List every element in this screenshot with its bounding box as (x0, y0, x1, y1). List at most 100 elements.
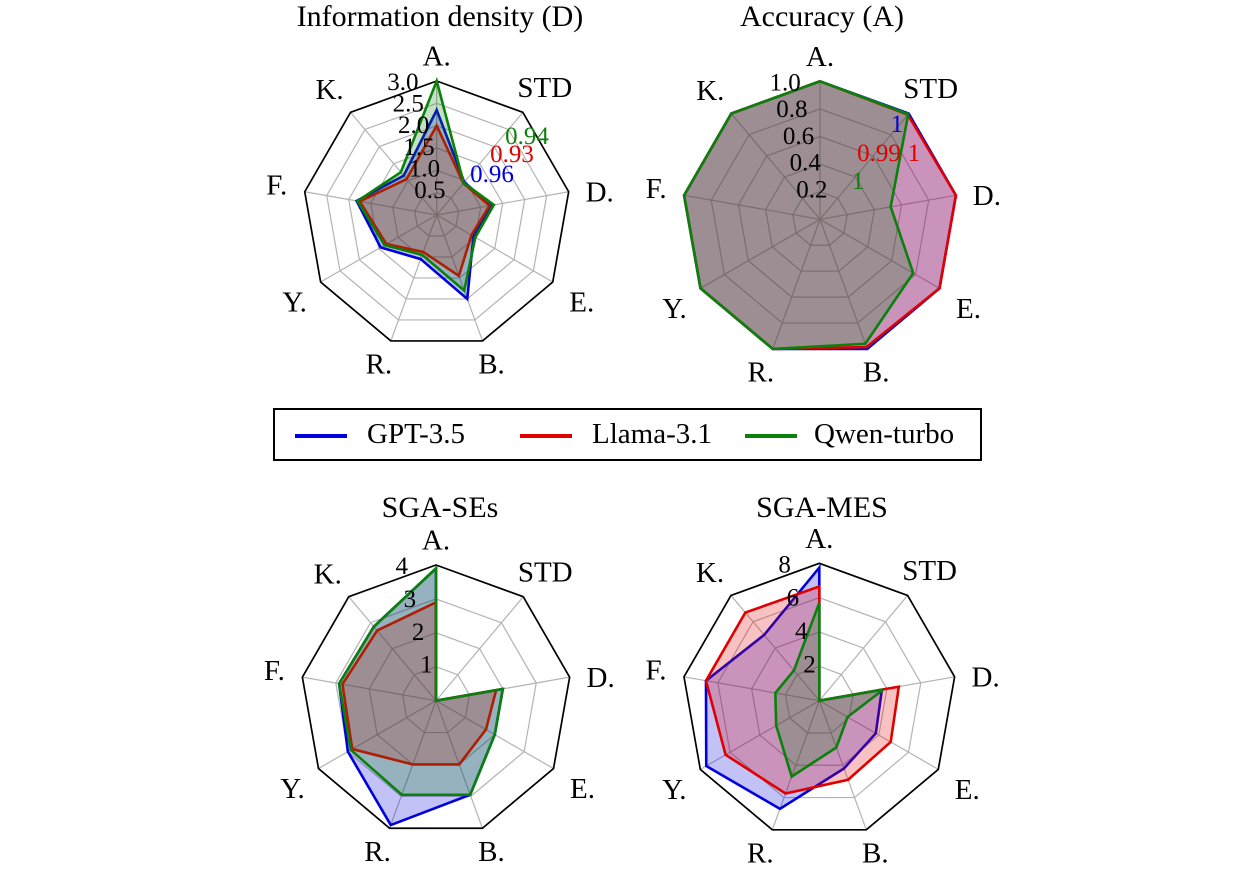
tick-label: 4 (795, 618, 808, 645)
axis-label-std: STD (903, 73, 958, 105)
axis-label-e: E. (570, 773, 595, 805)
chart-title: Accuracy (A) (739, 0, 905, 33)
axis-label-b: B. (478, 349, 505, 381)
axis-label-a: A. (423, 41, 451, 73)
axis-label-a: A. (806, 41, 834, 73)
tick-label: 1.5 (403, 134, 434, 161)
radar-chart-accuracy: Accuracy (A) A. STD D. E. B. R. Y. F. K. 0.2 0.4 0.… (612, 0, 1032, 420)
legend-label-llama-3.1: Llama-3.1 (592, 417, 712, 450)
legend-label-gpt-3.5: GPT-3.5 (367, 417, 466, 450)
grid-ring (401, 666, 471, 734)
legend-swatch-llama-3.1 (520, 434, 572, 438)
value-annotation: 0.93 (490, 141, 534, 168)
value-annotation: 0.96 (470, 161, 514, 188)
grid-spoke (683, 194, 821, 220)
tick-label: 0.8 (776, 96, 807, 123)
axis-label-k: K. (696, 75, 724, 107)
axis-label-d: D. (972, 661, 1000, 693)
radar-chart-information-density: Information density (D) A. STD D. E. B. R. Y. F… (230, 0, 650, 420)
value-annotation: 1 (907, 140, 921, 167)
axis-label-d: D. (973, 180, 1001, 212)
grid-ring (765, 163, 875, 272)
tick-label: 2.0 (398, 112, 429, 139)
axis-label-f: F. (264, 655, 285, 687)
tick-label: 6 (787, 585, 800, 612)
radar-chart-sga-ses: SGA-SEs A. STD D. E. B. R. Y. F. K. 1 2 3 4 (230, 487, 650, 875)
grid-ring (737, 135, 903, 298)
tick-label: 1 (420, 652, 433, 679)
axis-label-k: K. (696, 557, 724, 589)
axis-label-f: F. (646, 173, 667, 205)
radar-svg-accuracy: A. STD D. E. B. R. Y. F. K. 0.20.40.60.81.0 (646, 41, 1001, 389)
axis-label-d: D. (587, 662, 615, 694)
radar-svg-information-density: A. STD D. E. B. R. Y. F. K. 0.51.01.52.02.53.0 (266, 41, 614, 381)
axis-label-r: R. (364, 836, 391, 868)
axis-label-y: Y. (662, 774, 686, 806)
axis-label-r: R. (748, 357, 775, 389)
series-polygon-qwen-turbo (774, 602, 885, 779)
tick-label: 4 (395, 553, 408, 580)
grid-spoke (772, 219, 821, 350)
chart-title: SGA-SEs (381, 491, 499, 524)
axis-label-std: STD (517, 72, 572, 104)
tick-label: 2 (803, 651, 816, 678)
tick-label: 8 (778, 551, 791, 578)
axis-label-b: B. (862, 837, 889, 869)
axis-label-y: Y. (280, 773, 304, 805)
axis-label-b: B. (478, 836, 505, 868)
legend: GPT-3.5 Llama-3.1 Qwen-turbo (273, 408, 982, 461)
series-polygon-llama-3.1 (357, 122, 492, 278)
grid-ring (326, 102, 548, 321)
axis-label-std: STD (518, 556, 573, 588)
axis-label-f: F. (266, 169, 287, 201)
axis-label-r: R. (366, 349, 393, 381)
series-polygon-qwen-turbo (355, 76, 496, 293)
value-annotation: 1 (851, 168, 865, 195)
outer-boundary (303, 80, 570, 342)
axis-label-k: K. (315, 74, 343, 106)
axis-label-d: D. (586, 176, 614, 208)
axis-label-std: STD (902, 555, 957, 587)
value-annotation: 0.99 (857, 140, 901, 167)
legend-swatch-qwen-turbo (745, 434, 797, 438)
grid-ring (792, 191, 848, 246)
grid-ring (751, 631, 888, 766)
tick-label: 0.6 (783, 123, 814, 150)
value-annotation: 1 (890, 111, 904, 138)
legend-label-qwen-turbo: Qwen-turbo (814, 417, 955, 450)
grid-spoke (730, 113, 821, 220)
axis-label-y: Y. (662, 293, 686, 325)
radar-svg-sga-mes: A. STD D. E. B. R. Y. F. K. 2 4 6 8 (645, 523, 1000, 870)
tick-label: 1.0 (409, 156, 440, 183)
grid-spoke (819, 194, 957, 220)
outer-boundary (301, 564, 571, 830)
tick-label: 0.5 (414, 177, 445, 204)
grid-ring (717, 597, 922, 799)
tick-label: 2 (412, 619, 425, 646)
grid-ring (710, 108, 930, 324)
axis-label-f: F. (645, 654, 666, 686)
chart-title: Information density (D) (296, 0, 584, 33)
legend-swatch-gpt-3.5 (295, 434, 347, 438)
grid-spoke (819, 219, 868, 350)
axis-label-r: R. (747, 837, 774, 869)
series-polygon-qwen-turbo (337, 565, 505, 797)
outer-boundary (683, 562, 956, 831)
grid-spoke (819, 218, 940, 289)
chart-title: SGA-MES (756, 491, 888, 524)
tick-label: 3.0 (387, 69, 418, 96)
tick-label: 0.4 (790, 150, 822, 177)
radar-chart-sga-mes: SGA-MES A. STD D. E. B. R. Y. F. K. 2 4 6 8 (612, 487, 1032, 875)
tick-label: 0.2 (796, 176, 827, 203)
grid-spoke (819, 113, 910, 220)
axis-label-b: B. (863, 357, 890, 389)
series-polygon-qwen-turbo (682, 79, 915, 351)
value-annotation: 0.94 (505, 123, 549, 150)
grid-ring (392, 169, 482, 258)
axis-label-y: Y. (282, 287, 306, 319)
radar-svg-sga-ses: A. STD D. E. B. R. Y. F. K. 1 2 3 4 (264, 525, 615, 868)
grid-ring (348, 125, 526, 300)
tick-label: 2.5 (393, 91, 424, 118)
tick-label: 1.0 (770, 69, 801, 96)
grid-spoke (700, 218, 821, 289)
